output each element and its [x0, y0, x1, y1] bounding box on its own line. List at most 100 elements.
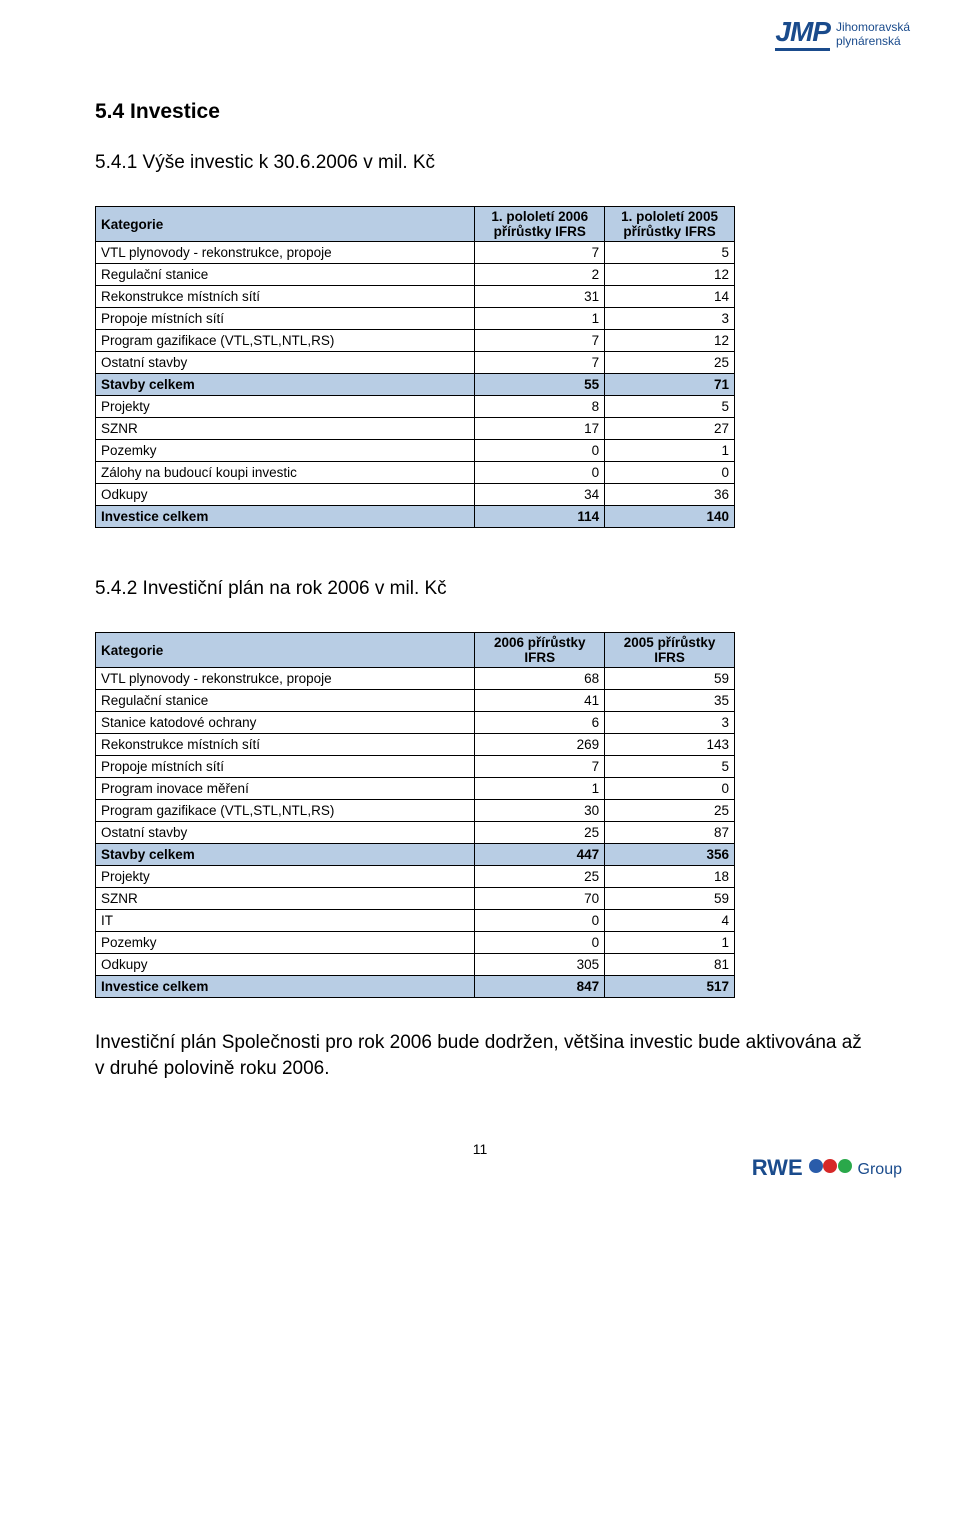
cell-value-1: 8 [475, 396, 605, 418]
cell-value-1: 305 [475, 954, 605, 976]
cell-value-2: 517 [605, 976, 735, 998]
cell-value-1: 55 [475, 374, 605, 396]
col-header-2006: 2006 přírůstky IFRS [475, 633, 605, 668]
col-header-category: Kategorie [96, 207, 475, 242]
cell-value-1: 68 [475, 668, 605, 690]
cell-label: Projekty [96, 396, 475, 418]
cell-value-1: 447 [475, 844, 605, 866]
cell-value-2: 25 [605, 800, 735, 822]
table-row: Projekty85 [96, 396, 735, 418]
logo-brand: JMP [775, 18, 830, 51]
cell-label: Pozemky [96, 440, 475, 462]
dot-icon [809, 1159, 823, 1173]
table-row: Program gazifikace (VTL,STL,NTL,RS)712 [96, 330, 735, 352]
cell-value-2: 3 [605, 308, 735, 330]
cell-label: Propoje místních sítí [96, 308, 475, 330]
cell-label: Zálohy na budoucí koupi investic [96, 462, 475, 484]
cell-label: Projekty [96, 866, 475, 888]
rwe-group-text: Group [858, 1161, 902, 1179]
table-row: Propoje místních sítí75 [96, 756, 735, 778]
cell-value-2: 4 [605, 910, 735, 932]
cell-value-2: 59 [605, 668, 735, 690]
table-investment-plan: Kategorie 2006 přírůstky IFRS 2005 přírů… [95, 632, 735, 998]
cell-value-1: 30 [475, 800, 605, 822]
table-row: Odkupy30581 [96, 954, 735, 976]
cell-value-2: 14 [605, 286, 735, 308]
rwe-dots [811, 1162, 850, 1181]
table-row: VTL plynovody - rekonstrukce, propoje75 [96, 242, 735, 264]
cell-value-1: 41 [475, 690, 605, 712]
table-row: Investice celkem114140 [96, 506, 735, 528]
cell-value-1: 6 [475, 712, 605, 734]
cell-value-1: 7 [475, 756, 605, 778]
cell-label: Stavby celkem [96, 844, 475, 866]
cell-value-1: 0 [475, 910, 605, 932]
cell-value-2: 35 [605, 690, 735, 712]
cell-value-2: 87 [605, 822, 735, 844]
cell-value-2: 25 [605, 352, 735, 374]
cell-value-1: 114 [475, 506, 605, 528]
cell-value-2: 143 [605, 734, 735, 756]
cell-value-1: 0 [475, 932, 605, 954]
cell-value-1: 7 [475, 330, 605, 352]
cell-label: Odkupy [96, 484, 475, 506]
cell-value-1: 7 [475, 242, 605, 264]
cell-value-2: 36 [605, 484, 735, 506]
cell-value-2: 71 [605, 374, 735, 396]
cell-label: Odkupy [96, 954, 475, 976]
cell-value-2: 5 [605, 396, 735, 418]
section-heading: 5.4 Investice [95, 100, 865, 124]
table-row: Zálohy na budoucí koupi investic00 [96, 462, 735, 484]
table-row: SZNR7059 [96, 888, 735, 910]
logo-subtitle: Jihomoravská plynárenská [836, 21, 910, 47]
cell-value-2: 12 [605, 330, 735, 352]
table-header-row: Kategorie 1. pololetí 2006 přírůstky IFR… [96, 207, 735, 242]
cell-label: Rekonstrukce místních sítí [96, 734, 475, 756]
dot-icon [823, 1159, 837, 1173]
cell-label: SZNR [96, 418, 475, 440]
cell-value-2: 5 [605, 756, 735, 778]
table-row: Rekonstrukce místních sítí3114 [96, 286, 735, 308]
rwe-logo-text: RWE [752, 1155, 803, 1181]
cell-label: Ostatní stavby [96, 822, 475, 844]
cell-value-1: 34 [475, 484, 605, 506]
table-row: Stavby celkem447356 [96, 844, 735, 866]
cell-value-2: 140 [605, 506, 735, 528]
cell-value-1: 25 [475, 822, 605, 844]
cell-label: Program gazifikace (VTL,STL,NTL,RS) [96, 800, 475, 822]
table-row: Pozemky01 [96, 932, 735, 954]
table-row: Stanice katodové ochrany63 [96, 712, 735, 734]
page-number: 11 [95, 1141, 865, 1157]
table-row: Projekty2518 [96, 866, 735, 888]
cell-label: IT [96, 910, 475, 932]
cell-value-1: 70 [475, 888, 605, 910]
cell-value-1: 2 [475, 264, 605, 286]
cell-value-2: 81 [605, 954, 735, 976]
cell-value-2: 0 [605, 462, 735, 484]
cell-label: Pozemky [96, 932, 475, 954]
cell-value-1: 847 [475, 976, 605, 998]
cell-label: Stavby celkem [96, 374, 475, 396]
cell-value-1: 7 [475, 352, 605, 374]
table-row: Rekonstrukce místních sítí269143 [96, 734, 735, 756]
table-row: Ostatní stavby2587 [96, 822, 735, 844]
table-row: Investice celkem847517 [96, 976, 735, 998]
cell-label: SZNR [96, 888, 475, 910]
cell-value-1: 0 [475, 462, 605, 484]
cell-label: Investice celkem [96, 976, 475, 998]
cell-label: Propoje místních sítí [96, 756, 475, 778]
cell-label: Program gazifikace (VTL,STL,NTL,RS) [96, 330, 475, 352]
cell-value-1: 17 [475, 418, 605, 440]
cell-value-2: 5 [605, 242, 735, 264]
table-row: Ostatní stavby725 [96, 352, 735, 374]
cell-label: Regulační stanice [96, 690, 475, 712]
col-header-2005: 2005 přírůstky IFRS [605, 633, 735, 668]
table-row: Pozemky01 [96, 440, 735, 462]
col-header-2006: 1. pololetí 2006 přírůstky IFRS [475, 207, 605, 242]
cell-value-1: 25 [475, 866, 605, 888]
table-row: Program gazifikace (VTL,STL,NTL,RS)3025 [96, 800, 735, 822]
dot-icon [838, 1159, 852, 1173]
cell-label: VTL plynovody - rekonstrukce, propoje [96, 668, 475, 690]
table-row: VTL plynovody - rekonstrukce, propoje685… [96, 668, 735, 690]
cell-label: Program inovace měření [96, 778, 475, 800]
